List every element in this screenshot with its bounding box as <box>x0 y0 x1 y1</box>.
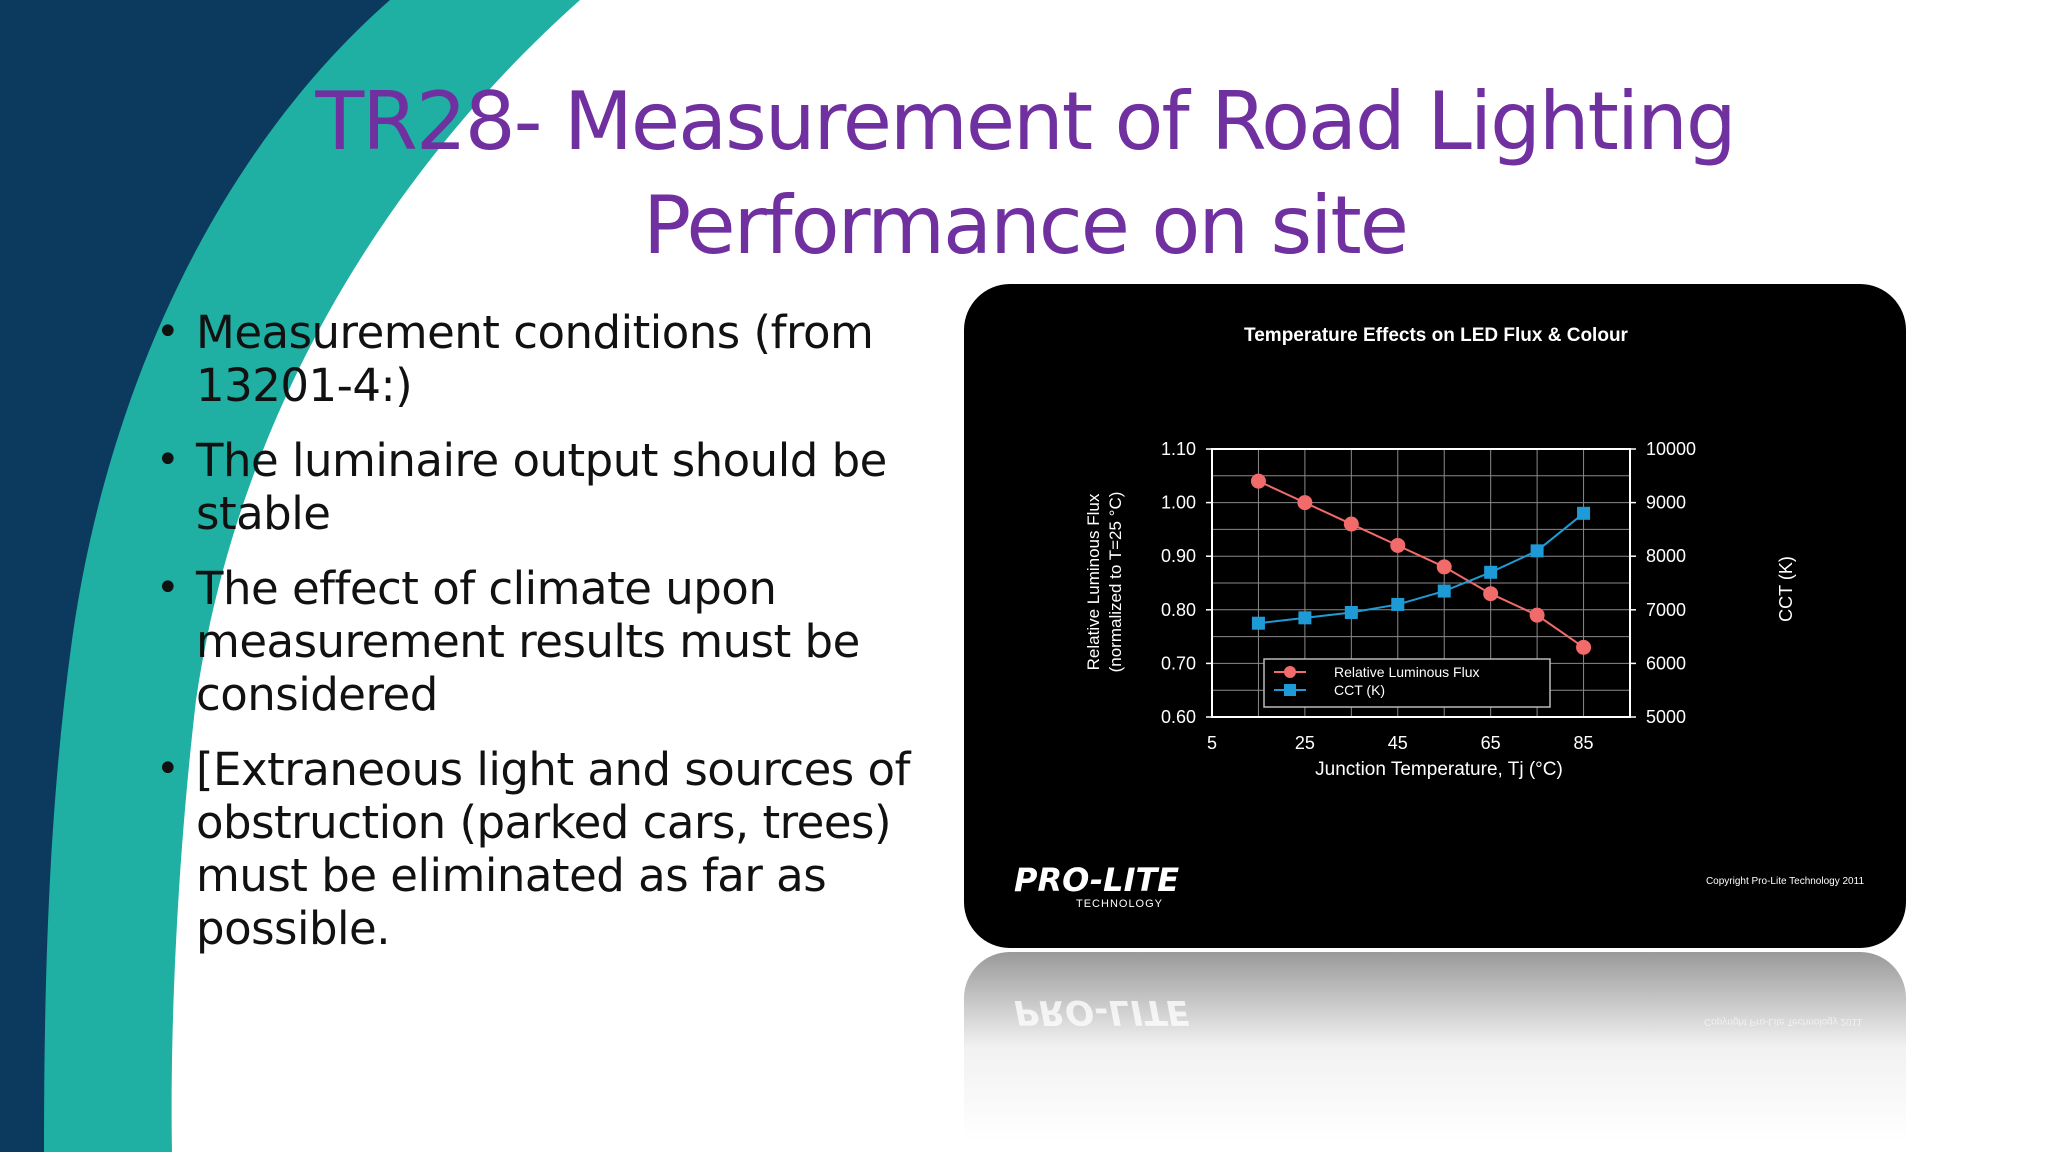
cct-data-point <box>1437 584 1451 598</box>
cct-data-point <box>1391 597 1405 611</box>
y2-axis-label: CCT (K) <box>1776 556 1796 622</box>
bullet-list: Measurement conditions (from 13201-4:) T… <box>150 306 950 977</box>
x-tick-label: 45 <box>1388 733 1408 753</box>
flux-data-point <box>1250 473 1266 489</box>
bullet-item: The effect of climate upon measurement r… <box>150 562 950 721</box>
chart-legend: Relative Luminous Flux CCT (K) <box>1263 658 1551 708</box>
y-tick-label: 0.90 <box>1161 546 1196 566</box>
flux-data-point <box>1343 516 1359 532</box>
y-tick-label: 0.60 <box>1161 707 1196 727</box>
flux-data-point <box>1390 537 1406 553</box>
flux-data-point <box>1297 495 1313 511</box>
cct-data-point <box>1484 565 1498 579</box>
y2-tick-label: 8000 <box>1646 546 1686 566</box>
cct-data-point <box>1251 616 1265 630</box>
cct-data-point <box>1577 506 1591 520</box>
y-axis-label-line2: (normalized to T=25 °C) <box>1106 492 1125 673</box>
y2-tick-label: 5000 <box>1646 707 1686 727</box>
legend-cct-marker <box>1284 684 1296 696</box>
x-axis-label: Junction Temperature, Tj (°C) <box>1315 759 1563 780</box>
chart-title: Temperature Effects on LED Flux & Colour <box>1244 325 1629 346</box>
bullet-item: Measurement conditions (from 13201-4:) <box>150 306 950 412</box>
y2-tick-label: 9000 <box>1646 493 1686 513</box>
flux-data-point <box>1576 639 1592 655</box>
y-tick-label: 0.80 <box>1161 600 1196 620</box>
y-tick-label: 0.70 <box>1161 653 1196 673</box>
y2-tick-label: 10000 <box>1646 439 1696 459</box>
x-tick-label: 65 <box>1481 733 1501 753</box>
cct-series-line <box>1258 512 1585 625</box>
chart-ticks: 5 25 45 65 85 0.60 0.70 0.80 0.90 1.00 1.10 5000 600… <box>1161 439 1696 753</box>
flux-series-line <box>1258 480 1585 649</box>
y-tick-label: 1.00 <box>1161 493 1196 513</box>
x-tick-label: 85 <box>1574 733 1594 753</box>
cct-data-point <box>1344 605 1358 619</box>
y-tick-label: 1.10 <box>1161 439 1196 459</box>
legend-flux-label: Relative Luminous Flux <box>1334 664 1480 680</box>
legend-cct-label: CCT (K) <box>1334 682 1385 698</box>
legend-box <box>1263 658 1551 708</box>
bullet-item: The luminaire output should be stable <box>150 434 950 540</box>
reflection-copyright: Copyright Pro-Lite Technology 2011 <box>1703 1016 1862 1027</box>
cct-data-point <box>1530 544 1544 558</box>
x-tick-label: 25 <box>1295 733 1315 753</box>
logo-main-text: PRO-LITE <box>1014 861 1179 899</box>
legend-flux-marker <box>1284 666 1296 678</box>
y2-tick-label: 7000 <box>1646 600 1686 620</box>
reflection-logo: PRO-LITE <box>1014 992 1190 1032</box>
y2-tick-label: 6000 <box>1646 653 1686 673</box>
chart-series <box>1250 473 1592 655</box>
flux-data-point <box>1483 586 1499 602</box>
chart-svg: Temperature Effects on LED Flux & Colour… <box>1014 325 1865 910</box>
navy-swoosh-shape <box>0 0 390 1152</box>
chart-copyright: Copyright Pro-Lite Technology 2011 <box>1706 876 1865 887</box>
x-tick-label: 5 <box>1207 733 1217 753</box>
flux-data-point <box>1529 607 1545 623</box>
cct-data-point <box>1298 611 1312 625</box>
bullet-item: [Extraneous light and sources of obstruc… <box>150 743 950 955</box>
chart-reflection: PRO-LITE Copyright Pro-Lite Technology 2… <box>964 952 1906 1142</box>
flux-data-point <box>1436 559 1452 575</box>
chart-panel: Temperature Effects on LED Flux & Colour… <box>964 284 1906 948</box>
slide-title: TR28- Measurement of Road Lighting Perfo… <box>315 75 1736 272</box>
logo-sub-text: TECHNOLOGY <box>1076 898 1163 910</box>
pro-lite-logo: PRO-LITE TECHNOLOGY <box>1014 861 1179 910</box>
plot-frame <box>1211 448 1631 718</box>
y-axis-label-line1: Relative Luminous Flux <box>1084 493 1103 670</box>
